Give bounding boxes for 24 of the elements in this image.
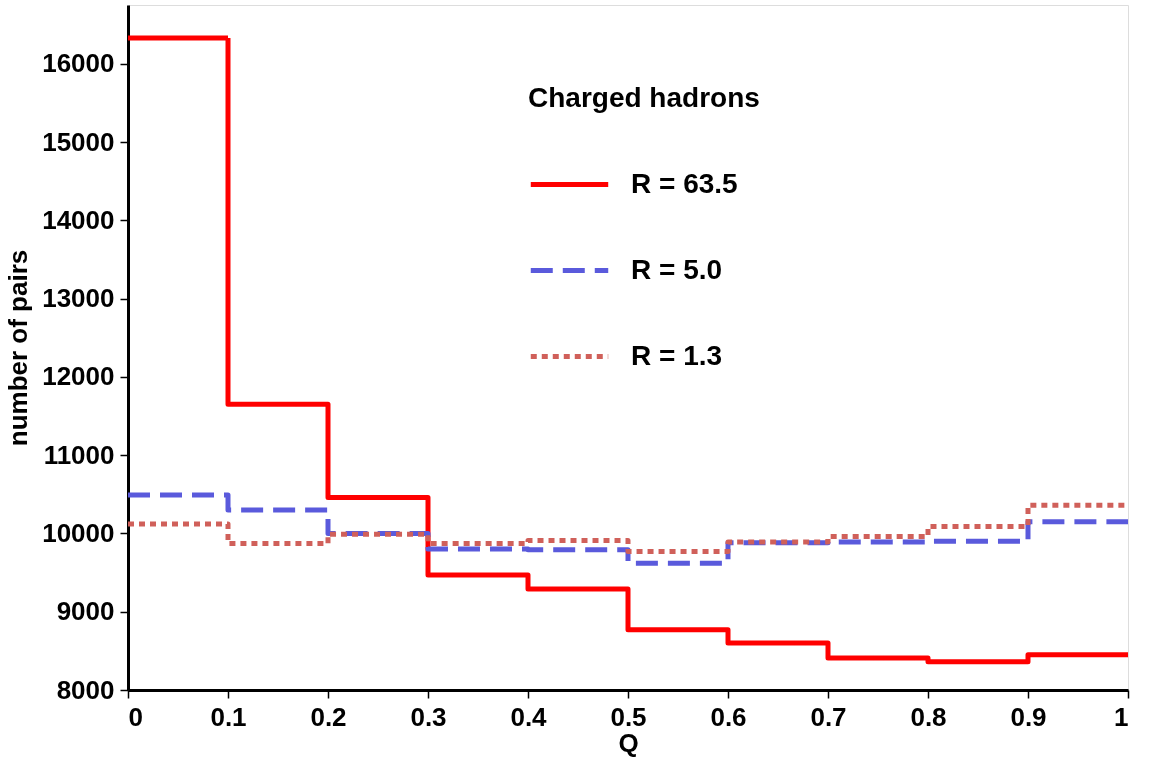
legend-title: Charged hadrons xyxy=(528,82,760,113)
y-tick-label: 16000 xyxy=(42,48,115,79)
x-tick-label: 1 xyxy=(1114,701,1129,732)
y-tick-label: 13000 xyxy=(42,283,115,314)
y-tick-label: 14000 xyxy=(42,204,115,235)
legend-label: R = 1.3 xyxy=(631,339,723,371)
x-tick-label: 0.8 xyxy=(910,701,947,732)
x-tick-label: 0.4 xyxy=(510,701,548,732)
y-tick-label: 12000 xyxy=(42,361,115,392)
y-tick-label: 10000 xyxy=(42,517,115,548)
x-tick-label: 0.2 xyxy=(310,701,347,732)
x-tick-label: 0.7 xyxy=(810,701,847,732)
y-tick-label: 9000 xyxy=(56,596,115,627)
x-tick-label: 0.6 xyxy=(710,701,747,732)
x-tick-label: 0.1 xyxy=(210,701,247,732)
x-tick-label: 0.3 xyxy=(410,701,447,732)
x-tick-label: 0 xyxy=(128,701,143,732)
y-tick-label: 15000 xyxy=(42,126,115,157)
legend-label: R = 5.0 xyxy=(631,253,723,285)
y-tick-label: 11000 xyxy=(43,439,115,470)
y-tick-label: 8000 xyxy=(56,674,115,705)
y-axis-title: number of pairs xyxy=(3,249,34,447)
x-tick-label: 0.9 xyxy=(1010,701,1047,732)
legend-label: R = 63.5 xyxy=(631,167,738,199)
